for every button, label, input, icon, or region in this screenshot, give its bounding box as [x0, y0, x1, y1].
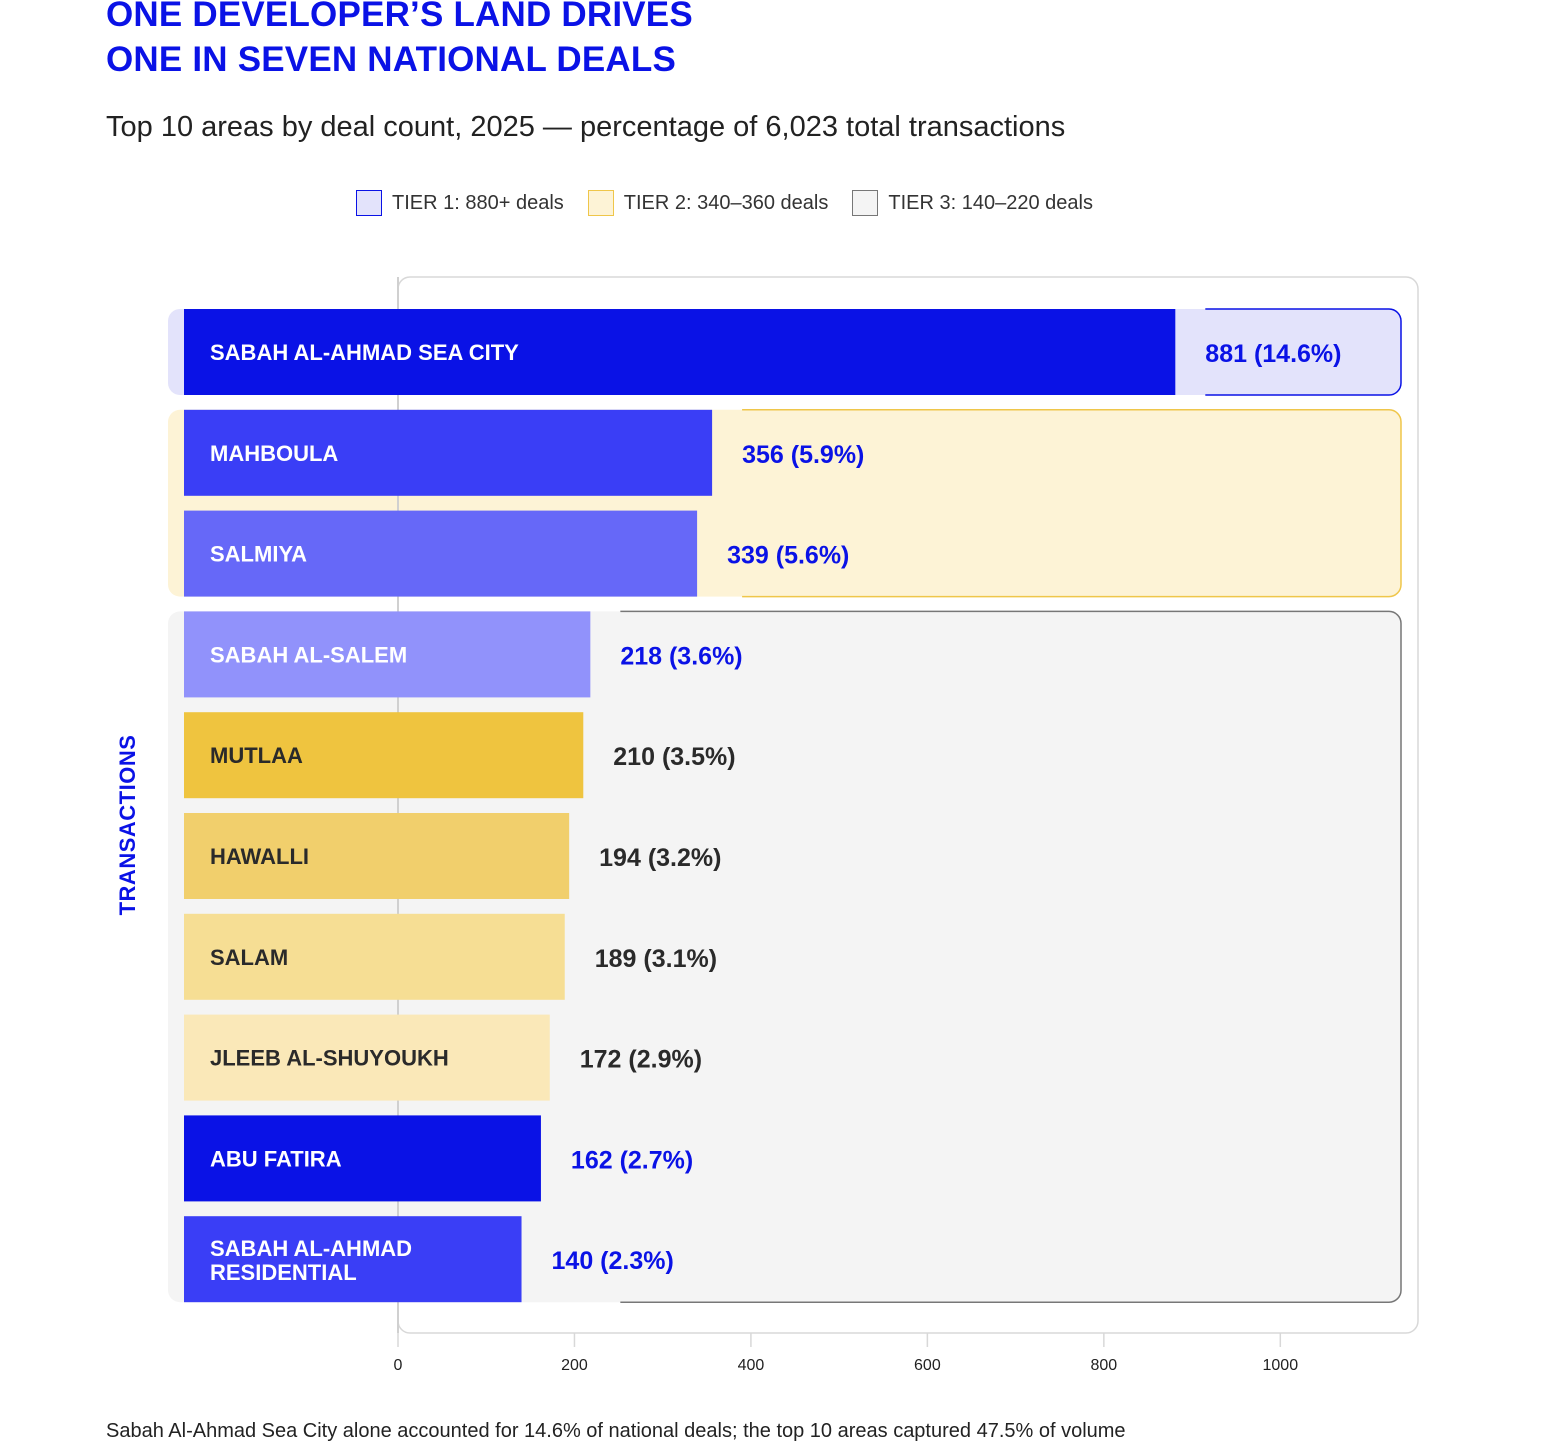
chart-title-line-1: ONE DEVELOPER’S LAND DRIVES	[106, 0, 693, 34]
bar-category-label: ABU FATIRA	[210, 1146, 342, 1171]
bar-value-label: 210 (3.5%)	[613, 743, 735, 771]
bar-category-label: JLEEB AL-SHUYOUKH	[210, 1046, 449, 1071]
legend-item-tier-3: TIER 3: 140–220 deals	[852, 190, 1093, 216]
bar	[184, 611, 591, 698]
bar-category-label: SABAH AL-AHMAD RESIDENTIAL	[210, 1236, 412, 1285]
bar-value-label: 881 (14.6%)	[1205, 340, 1341, 368]
legend-item-tier-1: TIER 1: 880+ deals	[356, 190, 564, 216]
bar	[184, 913, 565, 1000]
chart-title: ONE DEVELOPER’S LAND DRIVES ONE IN SEVEN…	[106, 0, 693, 82]
bar-category-label: SALMIYA	[210, 542, 307, 567]
bar	[184, 409, 713, 496]
legend-label-tier-2: TIER 2: 340–360 deals	[623, 191, 829, 214]
bar	[184, 1014, 550, 1101]
bar	[184, 1216, 522, 1303]
bar-value-label: 162 (2.7%)	[571, 1146, 693, 1174]
bar-value-label: 356 (5.9%)	[742, 441, 864, 469]
bar	[184, 510, 698, 597]
x-tick-label: 200	[561, 1357, 588, 1374]
bar	[184, 309, 1176, 395]
bar-category-label: SALAM	[210, 945, 288, 970]
bar-value-label: 172 (2.9%)	[580, 1046, 702, 1074]
bar	[184, 712, 584, 799]
x-tick-label: 400	[738, 1357, 765, 1374]
bar	[184, 813, 570, 899]
bar	[184, 1115, 541, 1202]
legend-label-tier-1: TIER 1: 880+ deals	[392, 191, 564, 214]
bar-category-label: SABAH AL-AHMAD SEA CITY	[210, 340, 519, 365]
legend-label-tier-3: TIER 3: 140–220 deals	[888, 191, 1093, 214]
legend-swatch-tier-1	[356, 190, 382, 216]
x-tick-label: 0	[394, 1357, 403, 1374]
bar-category-label: HAWALLI	[210, 844, 309, 869]
bar-category-label: MAHBOULA	[210, 441, 338, 466]
chart-legend: TIER 1: 880+ deals TIER 2: 340–360 deals…	[356, 190, 1093, 216]
x-tick-label: 1000	[1263, 1357, 1299, 1374]
bar-value-label: 218 (3.6%)	[620, 642, 742, 670]
tier-band-border-2	[742, 409, 1402, 598]
legend-swatch-tier-3	[852, 190, 879, 216]
bar-category-label-line: RESIDENTIAL	[210, 1260, 357, 1285]
chart-title-line-2: ONE IN SEVEN NATIONAL DEALS	[106, 40, 676, 79]
tier-band-border-3	[620, 610, 1402, 1303]
footnote: Sabah Al-Ahmad Sea City alone accounted …	[106, 1420, 1126, 1442]
bar-category-label: MUTLAA	[210, 743, 303, 768]
x-tick-label: 600	[914, 1357, 941, 1374]
bar-category-label-line: SABAH AL-AHMAD	[210, 1236, 412, 1261]
bar-value-label: 194 (3.2%)	[599, 844, 721, 872]
legend-swatch-tier-2	[587, 190, 614, 216]
tier-band-border-1	[1205, 308, 1402, 396]
bar-value-label: 339 (5.6%)	[727, 542, 849, 570]
chart-subtitle: Top 10 areas by deal count, 2025 — perce…	[106, 111, 1066, 143]
legend-item-tier-2: TIER 2: 340–360 deals	[587, 190, 829, 216]
bar-value-label: 140 (2.3%)	[552, 1247, 674, 1275]
x-tick-label: 800	[1090, 1357, 1117, 1374]
bar-category-label: SABAH AL-SALEM	[210, 642, 407, 667]
bar-value-label: 189 (3.1%)	[595, 945, 717, 973]
